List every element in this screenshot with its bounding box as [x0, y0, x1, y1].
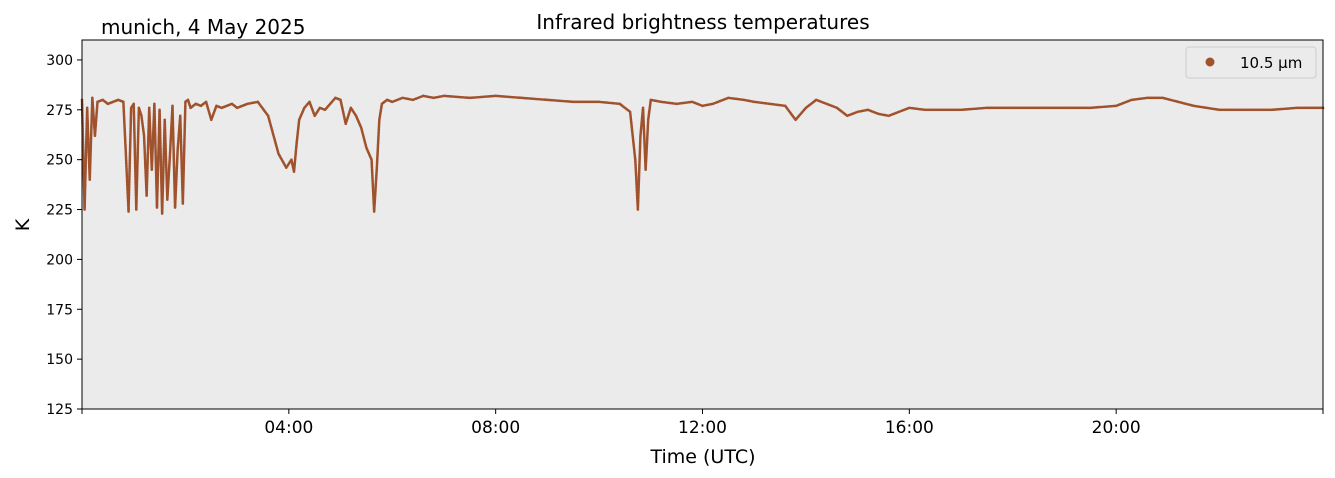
y-tick-label: 125: [46, 402, 73, 418]
x-tick-label: 16:00: [885, 418, 934, 438]
y-tick-label: 275: [46, 103, 73, 119]
y-tick-label: 200: [46, 252, 73, 268]
x-axis: 04:00 08:00 12:00 16:00 20:00: [81, 409, 1324, 438]
x-tick-label: 12:00: [678, 418, 727, 438]
location-date-label: munich, 4 May 2025: [101, 15, 305, 39]
y-tick-label: 250: [46, 153, 73, 169]
chart-title: Infrared brightness temperatures: [536, 10, 869, 34]
x-tick-label: 04:00: [264, 418, 313, 438]
y-tick-label: 225: [46, 203, 73, 219]
x-axis-label: Time (UTC): [649, 446, 755, 468]
y-tick-label: 175: [46, 302, 73, 318]
plot-area: [82, 40, 1323, 409]
y-axis-label: K: [12, 218, 34, 231]
x-tick-label: 20:00: [1092, 418, 1141, 438]
series-10-5um: [80, 94, 1325, 215]
y-tick-label: 150: [46, 352, 73, 368]
legend-marker: [1205, 57, 1215, 67]
legend-label: 10.5 µm: [1240, 54, 1302, 72]
legend: 10.5 µm: [1185, 46, 1317, 79]
y-tick-label: 300: [46, 53, 73, 69]
x-tick-label: 08:00: [471, 418, 520, 438]
legend-box: [1185, 46, 1317, 79]
y-axis: 125 150 175 200 225 250 275 300: [46, 53, 82, 418]
